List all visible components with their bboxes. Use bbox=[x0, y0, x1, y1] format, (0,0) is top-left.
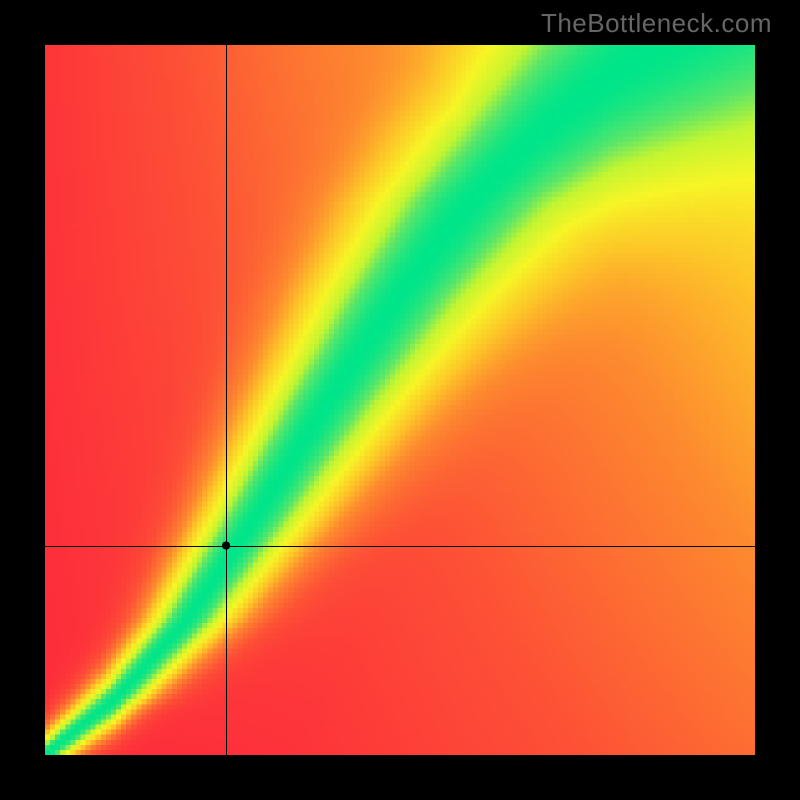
watermark-text: TheBottleneck.com bbox=[541, 8, 772, 39]
crosshair-overlay bbox=[45, 45, 755, 755]
heatmap-plot bbox=[45, 45, 755, 755]
